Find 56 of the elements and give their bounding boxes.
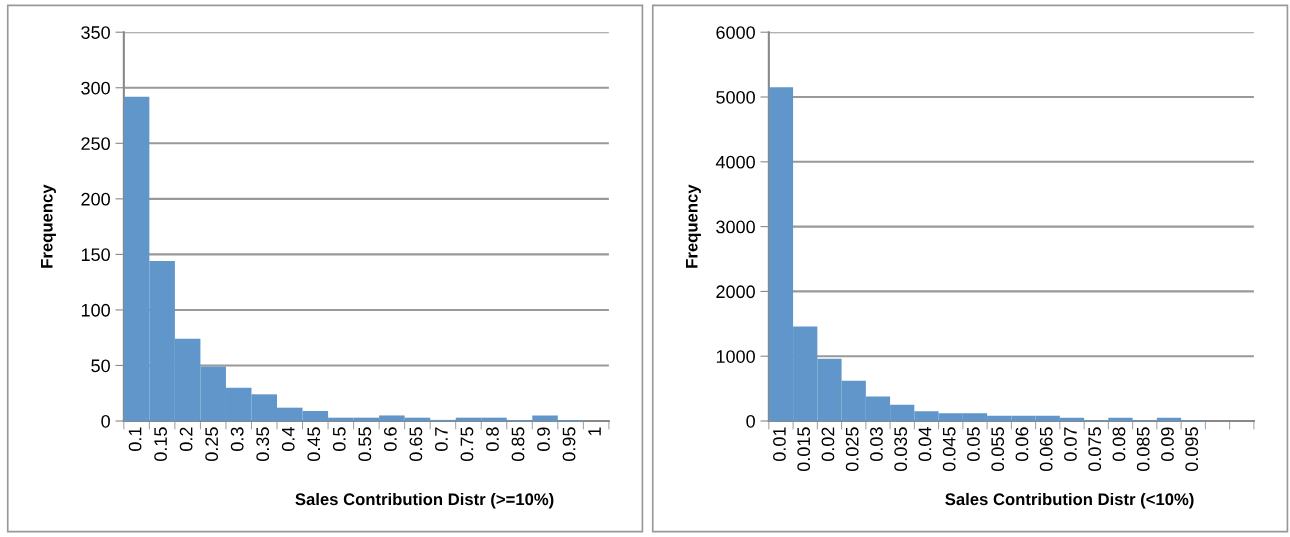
y-tick-label: 6000 [716,26,755,39]
x-tick-label: 0.3 [230,427,244,451]
x-tick-label: 0.07 [1064,427,1077,461]
x-tick-label: 0.045 [942,427,956,472]
x-axis-title: Sales Contribution Distr (>=10%) [295,492,554,509]
x-tick-label: 0.6 [383,427,397,451]
y-tick-label: 3000 [716,220,755,234]
x-tick-label: 0.04 [918,427,932,461]
x-tick-label: 0.1 [128,427,142,451]
y-tick-label: 50 [91,359,110,373]
x-tick-label: 0.2 [179,427,193,451]
x-tick-label: 0.55 [358,427,372,461]
x-tick-label: 0.4 [281,427,295,451]
y-tick-label: 300 [81,81,110,95]
x-tick-label: 0.45 [307,427,321,461]
x-tick-label: 0.95 [562,427,576,461]
x-tick-label: 0.095 [1185,427,1199,472]
x-tick-label: 0.085 [1136,427,1150,472]
x-tick-label: 0.09 [1161,427,1174,461]
x-tick-label: 0.85 [511,427,525,461]
x-tick-label: 0.06 [1015,427,1029,461]
x-tick-label: 0.25 [205,427,219,461]
x-tick-label: 0.065 [1039,427,1053,472]
x-tick-label: 0.65 [409,427,423,461]
x-tick-label: 0.9 [537,427,550,451]
y-tick-label: 250 [81,137,110,151]
y-tick-label: 0 [746,414,755,428]
y-axis-title: Frequency [41,184,56,268]
x-tick-label: 0.03 [870,427,883,461]
x-tick-label: 0.05 [967,427,980,461]
x-tick-label: 0.035 [894,427,908,472]
x-tick-label: 0.015 [797,427,811,472]
y-tick-label: 0 [101,414,110,428]
x-tick-label: 0.01 [773,427,786,461]
x-tick-label: 0.15 [154,427,167,461]
x-tick-label: 0.025 [845,427,859,472]
y-tick-label: 150 [81,248,110,262]
x-tick-label: 0.055 [991,427,1005,472]
x-tick-label: 0.02 [821,427,835,461]
x-tick-label: 0.35 [256,427,270,461]
x-tick-label: 0.8 [486,427,499,451]
x-tick-label: 0.75 [460,427,474,461]
x-tick-label: 0.075 [1088,427,1102,472]
y-tick-label: 100 [81,303,110,317]
y-tick-label: 4000 [715,155,755,169]
y-tick-label: 2000 [716,285,755,299]
y-tick-label: 5000 [716,90,755,104]
y-tick-label: 1000 [716,350,755,363]
x-tick-label: 0.7 [435,427,448,451]
x-tick-label: 1 [588,427,601,436]
x-tick-label: 0.08 [1112,427,1126,461]
x-tick-label: 0.5 [332,427,346,451]
y-tick-label: 200 [81,192,110,206]
y-axis-title: Frequency [686,184,701,268]
x-axis-title: Sales Contribution Distr (<10%) [945,492,1194,509]
y-tick-label: 350 [81,26,110,39]
